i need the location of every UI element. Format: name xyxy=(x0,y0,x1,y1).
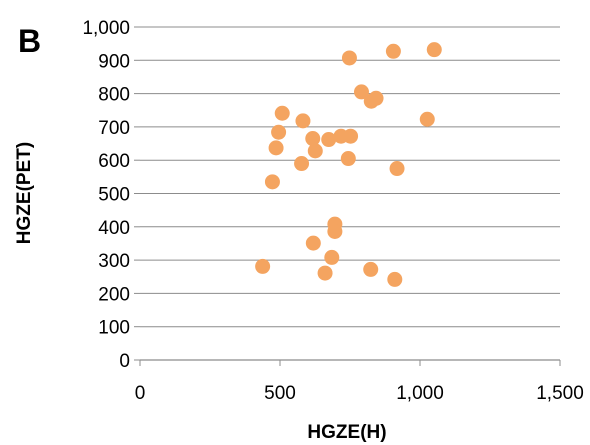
data-point xyxy=(307,143,323,159)
data-point xyxy=(305,131,321,147)
data-point xyxy=(385,43,401,59)
data-point xyxy=(387,271,403,287)
data-point xyxy=(271,124,287,140)
data-point xyxy=(317,265,333,281)
data-point xyxy=(368,90,384,106)
x-tick-label: 0 xyxy=(135,383,146,404)
panel-label: B xyxy=(18,23,41,59)
data-point xyxy=(419,111,435,127)
data-point xyxy=(264,174,280,190)
data-points xyxy=(255,42,442,287)
data-point xyxy=(305,235,321,251)
data-point xyxy=(343,128,359,144)
data-point xyxy=(268,140,284,156)
data-point xyxy=(341,50,357,66)
gridlines xyxy=(140,26,560,328)
x-tick-label: 500 xyxy=(264,383,296,404)
data-point xyxy=(353,84,369,100)
x-tick-label: 1,500 xyxy=(536,383,584,404)
y-tick-label: 400 xyxy=(98,218,130,239)
data-point xyxy=(294,156,310,172)
y-tick-label: 100 xyxy=(98,318,130,339)
x-axis: 0 500 1,000 1,500 xyxy=(135,360,584,404)
y-tick-label: 700 xyxy=(98,118,130,139)
y-tick-label: 1,000 xyxy=(82,18,130,39)
data-point xyxy=(255,258,271,274)
data-point xyxy=(295,113,311,129)
x-tick-label: 1,000 xyxy=(396,383,444,404)
data-point xyxy=(274,105,290,121)
data-point xyxy=(321,132,337,148)
y-axis-title: HGZE(PET) xyxy=(14,142,35,244)
y-axis: 0 100 200 300 400 500 600 700 800 900 1,000 xyxy=(82,18,140,372)
data-point xyxy=(324,249,340,265)
data-point xyxy=(363,261,379,277)
data-point xyxy=(327,223,343,239)
x-axis-title: HGZE(H) xyxy=(307,422,386,443)
y-tick-label: 600 xyxy=(98,151,130,172)
data-point xyxy=(340,151,356,167)
y-tick-label: 0 xyxy=(119,351,130,372)
y-tick-label: 300 xyxy=(98,251,130,272)
y-tick-label: 900 xyxy=(98,51,130,72)
data-point xyxy=(389,161,405,177)
y-tick-label: 200 xyxy=(98,284,130,305)
y-tick-label: 800 xyxy=(98,85,130,106)
y-tick-label: 500 xyxy=(98,185,130,206)
data-point xyxy=(426,42,442,58)
